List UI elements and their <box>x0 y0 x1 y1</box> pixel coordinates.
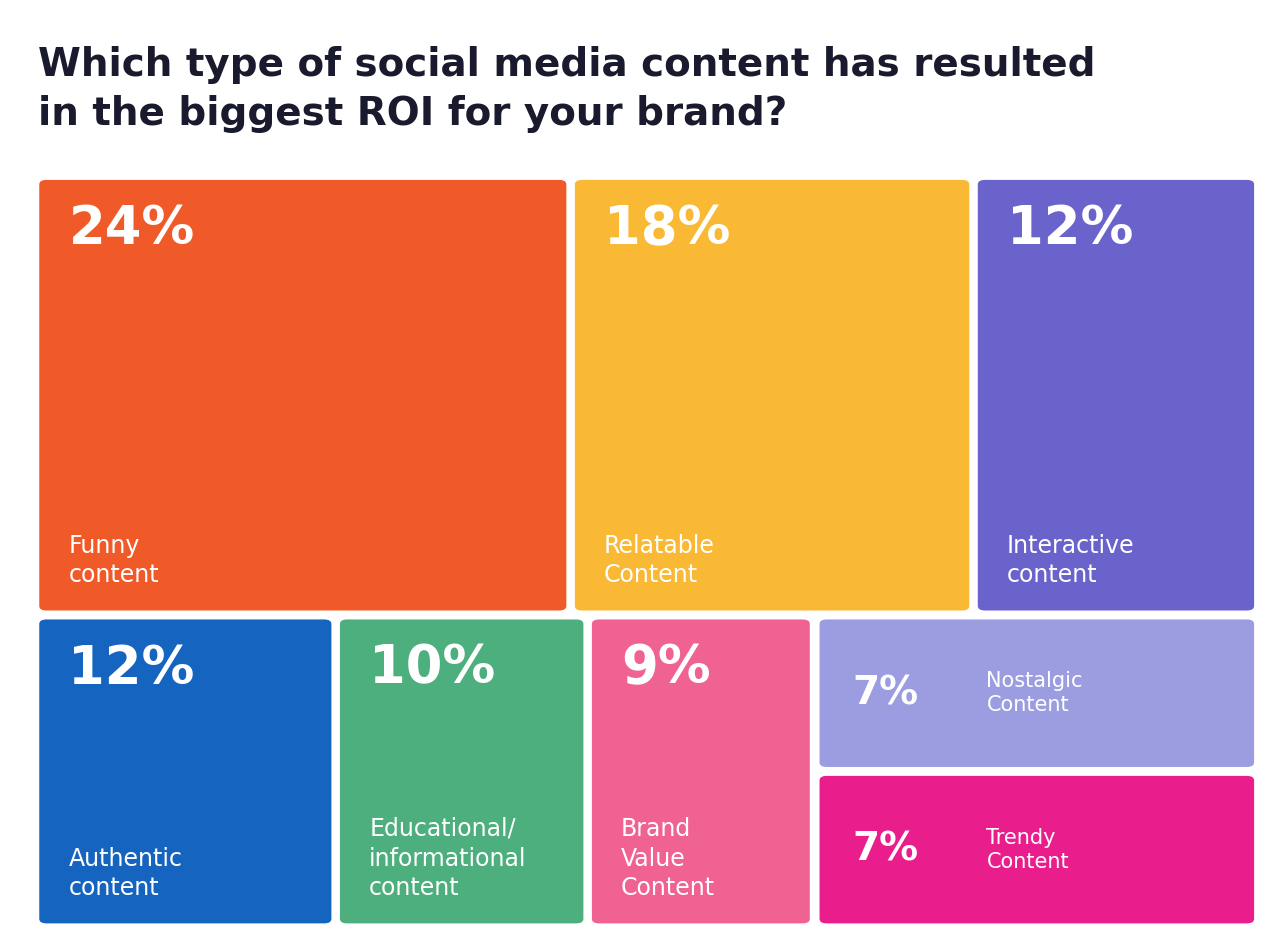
Text: Educational/
informational
content: Educational/ informational content <box>369 817 526 901</box>
Text: Interactive
content: Interactive content <box>1007 534 1135 587</box>
FancyBboxPatch shape <box>592 620 810 923</box>
FancyBboxPatch shape <box>819 776 1254 923</box>
Text: Authentic
content: Authentic content <box>68 847 183 901</box>
FancyBboxPatch shape <box>340 620 583 923</box>
Text: Funny
content: Funny content <box>68 534 158 587</box>
FancyBboxPatch shape <box>39 620 331 923</box>
Text: 7%: 7% <box>852 674 918 712</box>
Text: 12%: 12% <box>1007 203 1134 255</box>
FancyBboxPatch shape <box>574 180 969 610</box>
Text: 7%: 7% <box>852 831 918 869</box>
FancyBboxPatch shape <box>39 180 567 610</box>
Text: Relatable
Content: Relatable Content <box>604 534 715 587</box>
FancyBboxPatch shape <box>819 620 1254 767</box>
Text: 12%: 12% <box>68 642 195 695</box>
Text: Brand
Value
Content: Brand Value Content <box>621 817 715 901</box>
FancyBboxPatch shape <box>978 180 1254 610</box>
Text: 10%: 10% <box>369 642 496 695</box>
Text: 24%: 24% <box>68 203 195 255</box>
Text: Which type of social media content has resulted
in the biggest ROI for your bran: Which type of social media content has r… <box>38 46 1096 133</box>
Text: Trendy
Content: Trendy Content <box>987 828 1069 871</box>
Text: 18%: 18% <box>604 203 730 255</box>
Text: Nostalgic
Content: Nostalgic Content <box>987 671 1083 715</box>
Text: 9%: 9% <box>621 642 711 695</box>
